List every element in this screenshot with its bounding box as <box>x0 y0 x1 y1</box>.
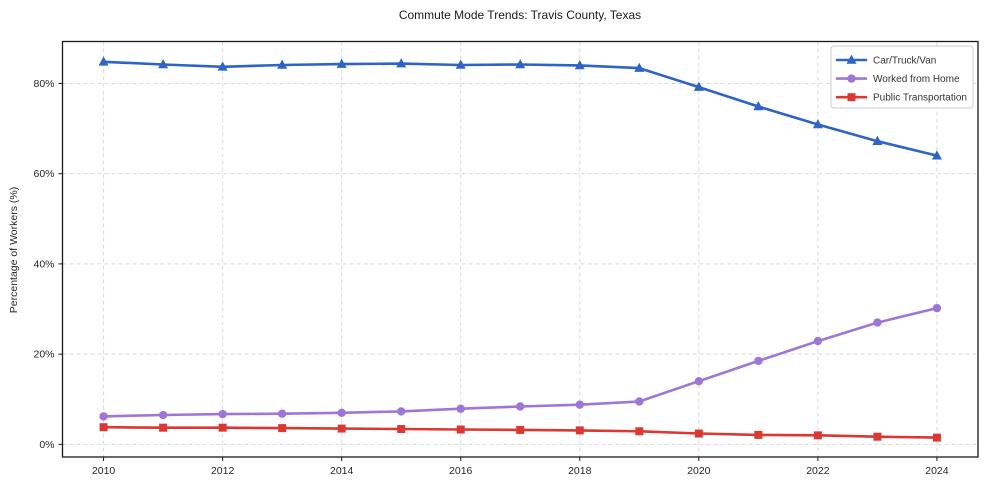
y-tick-label: 80% <box>33 78 54 90</box>
marker-car-truck-van <box>515 59 526 69</box>
marker-worked-from-home <box>516 402 525 411</box>
plot-border <box>61 40 979 458</box>
legend-marker-car-truck-van <box>846 54 857 64</box>
y-tick-label: 40% <box>33 258 54 270</box>
marker-worked-from-home <box>932 303 942 313</box>
x-tick-label: 2020 <box>687 465 711 477</box>
x-tick-label: 2016 <box>449 465 473 477</box>
marker-car-truck-van <box>634 62 645 72</box>
x-tick-label: 2010 <box>92 465 116 477</box>
x-tick-label: 2024 <box>925 465 949 477</box>
marker-car-truck-van <box>574 60 585 70</box>
legend-marker-worked-from-home <box>847 74 856 83</box>
marker-worked-from-home <box>277 409 287 418</box>
marker-public-transportation <box>337 424 346 433</box>
marker-worked-from-home <box>813 336 823 346</box>
marker-public-transportation <box>694 429 703 438</box>
legend-label-car-truck-van: Car/Truck/Van <box>873 56 936 67</box>
legend-box <box>830 45 974 109</box>
marker-public-transportation <box>397 425 406 434</box>
marker-public-transportation <box>813 431 822 440</box>
marker-public-transportation <box>159 423 168 432</box>
marker-public-transportation <box>456 425 465 434</box>
marker-public-transportation <box>754 430 763 439</box>
marker-car-truck-van <box>336 58 347 68</box>
chart-title: Commute Mode Trends: Travis County, Texa… <box>398 8 642 22</box>
series-line-car-truck-van <box>102 60 939 157</box>
marker-worked-from-home <box>694 377 704 386</box>
marker-car-truck-van <box>396 58 407 68</box>
marker-car-truck-van <box>753 101 764 111</box>
x-tick-label: 2018 <box>568 465 592 477</box>
marker-public-transportation <box>516 425 525 434</box>
marker-worked-from-home <box>99 412 108 421</box>
marker-car-truck-van <box>693 81 704 91</box>
marker-public-transportation <box>932 433 941 442</box>
marker-public-transportation <box>635 427 644 436</box>
marker-public-transportation <box>575 426 584 435</box>
marker-car-truck-van <box>931 150 942 160</box>
legend-marker-public-transportation <box>847 93 856 102</box>
marker-public-transportation <box>218 423 227 432</box>
marker-worked-from-home <box>396 407 406 416</box>
legend-label-public-transportation: Public Transportation <box>873 93 967 104</box>
marker-car-truck-van <box>277 59 288 69</box>
marker-car-truck-van <box>455 59 466 69</box>
marker-car-truck-van <box>217 61 228 71</box>
marker-worked-from-home <box>337 408 346 417</box>
marker-car-truck-van <box>98 56 109 66</box>
y-axis-label: Percentage of Workers (%) <box>8 186 20 314</box>
marker-worked-from-home <box>158 410 168 420</box>
x-tick-label: 2012 <box>211 465 235 477</box>
marker-car-truck-van <box>872 135 883 146</box>
marker-worked-from-home <box>873 318 882 327</box>
legend-label-worked-from-home: Worked from Home <box>873 74 960 85</box>
y-tick-label: 20% <box>33 349 54 361</box>
marker-public-transportation <box>278 424 287 433</box>
marker-car-truck-van <box>812 119 823 129</box>
marker-public-transportation <box>873 432 882 441</box>
marker-public-transportation <box>99 423 108 432</box>
x-tick-label: 2022 <box>806 465 830 477</box>
marker-car-truck-van <box>158 59 169 69</box>
marker-worked-from-home <box>218 409 227 419</box>
marker-worked-from-home <box>635 397 644 406</box>
marker-worked-from-home <box>456 404 465 413</box>
x-tick-label: 2014 <box>330 465 354 477</box>
y-tick-label: 60% <box>33 168 54 180</box>
y-tick-label: 0% <box>39 439 54 451</box>
series-line-worked-from-home <box>102 306 939 418</box>
marker-worked-from-home <box>575 400 584 409</box>
marker-worked-from-home <box>754 356 763 366</box>
